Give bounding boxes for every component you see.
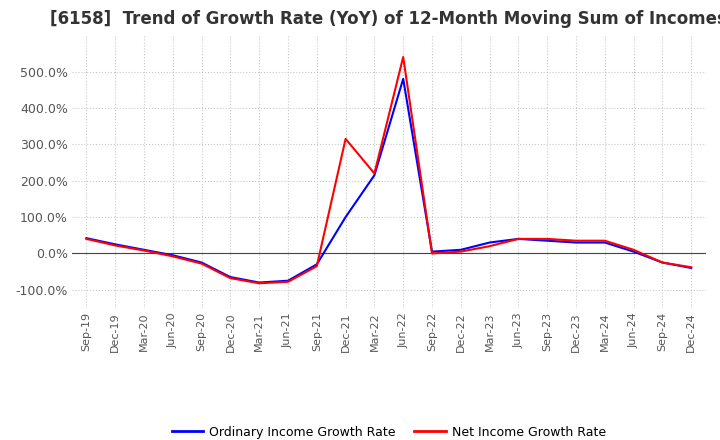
Net Income Growth Rate [658,260,667,265]
Ordinary Income Growth Rate [255,280,264,285]
Ordinary Income Growth Rate [543,238,552,243]
Net Income Growth Rate [399,55,408,60]
Net Income Growth Rate [111,243,120,248]
Title: [6158]  Trend of Growth Rate (YoY) of 12-Month Moving Sum of Incomes: [6158] Trend of Growth Rate (YoY) of 12-… [50,10,720,28]
Net Income Growth Rate [600,238,609,243]
Ordinary Income Growth Rate [226,275,235,280]
Ordinary Income Growth Rate [687,265,696,271]
Net Income Growth Rate [485,243,494,249]
Net Income Growth Rate [312,264,321,269]
Net Income Growth Rate [255,281,264,286]
Net Income Growth Rate [226,275,235,281]
Net Income Growth Rate [370,171,379,176]
Ordinary Income Growth Rate [82,235,91,241]
Ordinary Income Growth Rate [485,240,494,245]
Ordinary Income Growth Rate [168,253,177,258]
Ordinary Income Growth Rate [514,236,523,242]
Ordinary Income Growth Rate [312,262,321,267]
Net Income Growth Rate [629,247,638,253]
Ordinary Income Growth Rate [140,247,148,253]
Ordinary Income Growth Rate [629,249,638,254]
Line: Ordinary Income Growth Rate: Ordinary Income Growth Rate [86,79,691,282]
Net Income Growth Rate [341,136,350,142]
Ordinary Income Growth Rate [572,240,580,245]
Ordinary Income Growth Rate [399,76,408,81]
Ordinary Income Growth Rate [111,242,120,247]
Legend: Ordinary Income Growth Rate, Net Income Growth Rate: Ordinary Income Growth Rate, Net Income … [166,421,611,440]
Ordinary Income Growth Rate [600,240,609,245]
Ordinary Income Growth Rate [428,249,436,254]
Net Income Growth Rate [82,236,91,242]
Net Income Growth Rate [687,264,696,270]
Net Income Growth Rate [572,238,580,243]
Ordinary Income Growth Rate [341,214,350,220]
Net Income Growth Rate [514,236,523,242]
Ordinary Income Growth Rate [197,260,206,265]
Net Income Growth Rate [428,251,436,256]
Net Income Growth Rate [168,254,177,259]
Net Income Growth Rate [284,279,292,284]
Line: Net Income Growth Rate: Net Income Growth Rate [86,57,691,283]
Net Income Growth Rate [197,261,206,266]
Net Income Growth Rate [140,248,148,253]
Net Income Growth Rate [543,236,552,242]
Ordinary Income Growth Rate [658,260,667,265]
Ordinary Income Growth Rate [456,247,465,253]
Ordinary Income Growth Rate [370,172,379,178]
Ordinary Income Growth Rate [284,278,292,283]
Net Income Growth Rate [456,249,465,254]
